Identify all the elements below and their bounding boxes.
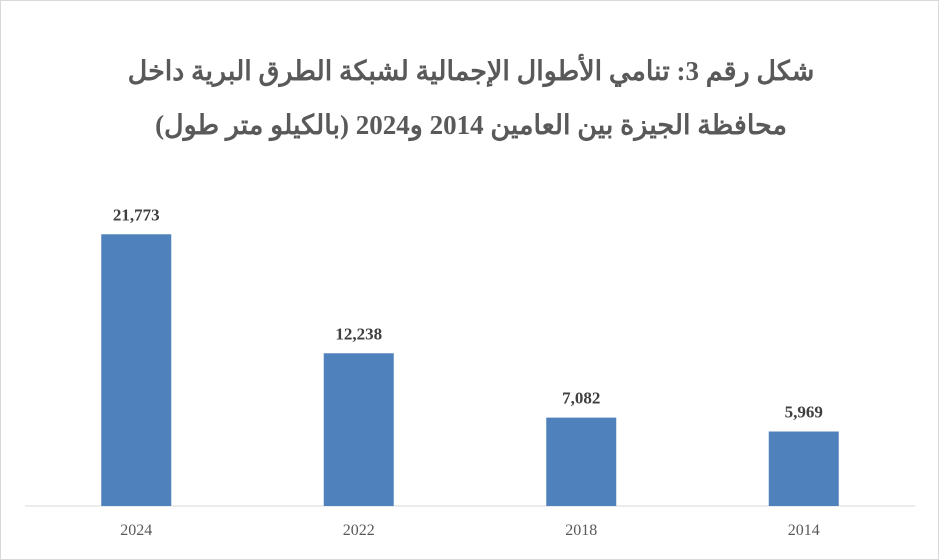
x-tick-label: 2014 [788, 522, 820, 539]
data-label: 5,969 [785, 403, 823, 422]
data-label: 12,238 [335, 324, 382, 343]
x-tick-label: 2022 [343, 522, 375, 539]
bar [546, 417, 617, 506]
bar [768, 431, 839, 506]
data-label: 21,773 [113, 205, 160, 224]
x-tick-label: 2018 [565, 522, 597, 539]
chart-title: شكل رقم 3: تنامي الأطوال الإجمالية لشبكة… [128, 54, 815, 88]
bar [101, 234, 172, 507]
chart-title: محافظة الجيزة بين العامين 2014 و2024 (با… [155, 110, 787, 142]
x-tick-label: 2024 [120, 522, 152, 539]
bar [323, 353, 394, 506]
data-label: 7,082 [562, 389, 600, 408]
